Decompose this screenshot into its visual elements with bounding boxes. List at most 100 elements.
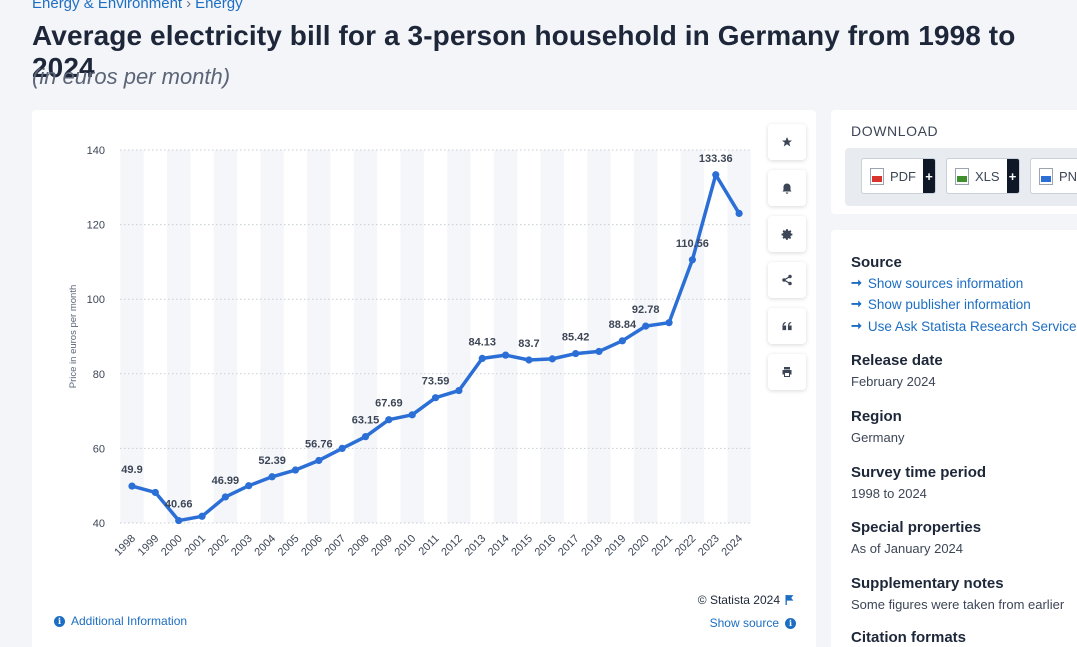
- plot-band: [540, 150, 564, 523]
- page-subtitle: (in euros per month): [32, 64, 231, 89]
- plot-band: [634, 150, 658, 523]
- plus-icon: +: [1006, 159, 1019, 193]
- breadcrumb-item-energy-environment[interactable]: Energy & Environment: [32, 0, 183, 12]
- settings-button[interactable]: [768, 216, 806, 252]
- data-point: [712, 171, 720, 179]
- data-label: 40.66: [165, 499, 193, 511]
- data-point: [595, 347, 603, 356]
- data-label: 84.13: [468, 336, 496, 348]
- favorite-button[interactable]: [768, 124, 806, 160]
- plot-band: [213, 150, 238, 523]
- data-point: [455, 386, 463, 395]
- data-label: 88.84: [609, 319, 637, 331]
- copyright: © Statista 2024: [698, 593, 794, 607]
- y-tick-label: 80: [93, 369, 105, 381]
- data-point: [385, 416, 393, 424]
- data-point: [665, 319, 673, 327]
- plot-band: [307, 150, 331, 523]
- breadcrumb-item-energy[interactable]: Energy: [195, 0, 243, 12]
- region-value: Germany: [851, 430, 905, 445]
- y-tick-label: 40: [93, 518, 105, 530]
- info-icon: i: [785, 617, 796, 629]
- data-point: [221, 493, 229, 501]
- additional-information-link[interactable]: i Additional Information: [54, 614, 187, 628]
- x-tick-label: 2014: [486, 533, 512, 559]
- x-tick-label: 2001: [182, 533, 208, 559]
- pdf-file-icon: [870, 167, 884, 185]
- data-label: 92.78: [632, 304, 660, 316]
- x-tick-label: 2010: [393, 533, 419, 559]
- cite-button[interactable]: [768, 308, 806, 344]
- notification-button[interactable]: [768, 170, 806, 206]
- x-tick-label: 2015: [509, 533, 535, 559]
- data-label: 85.42: [562, 332, 590, 344]
- plot-band: [260, 150, 284, 523]
- data-point: [291, 466, 300, 474]
- info-card: Source ➞ Show sources information ➞ Show p…: [831, 230, 1077, 647]
- show-sources-link[interactable]: ➞ Show sources information: [851, 275, 1023, 291]
- data-label: 67.69: [375, 398, 403, 410]
- x-tick-label: 2024: [719, 533, 745, 559]
- quote-icon: [781, 321, 792, 331]
- data-point: [408, 411, 416, 419]
- line-chart: 40 60 80 100 120 140 Price in euros per month 1…: [68, 145, 752, 559]
- print-icon: [782, 367, 792, 377]
- download-png-button[interactable]: PNG: [1030, 158, 1077, 194]
- copyright-text: © Statista 2024: [697, 593, 780, 607]
- print-button[interactable]: [768, 354, 806, 390]
- share-icon: [782, 274, 792, 286]
- data-label: 46.99: [212, 475, 240, 487]
- x-tick-label: 2003: [229, 533, 255, 559]
- png-file-icon: [1039, 167, 1053, 185]
- x-tick-label: 2018: [579, 533, 605, 559]
- breadcrumb-separator: ›: [186, 0, 192, 12]
- data-label: 83.7: [518, 338, 539, 350]
- data-label: 56.76: [305, 438, 333, 450]
- star-icon: [782, 137, 792, 147]
- special-properties-value: As of January 2024: [851, 541, 964, 556]
- data-point: [175, 516, 183, 525]
- download-xls-label: XLS: [975, 168, 1000, 184]
- data-label: 52.39: [258, 455, 286, 467]
- release-date-heading: Release date: [851, 352, 943, 369]
- ask-statista-link[interactable]: ➞ Use Ask Statista Research Service: [851, 318, 1077, 334]
- x-tick-label: 2004: [252, 533, 278, 559]
- breadcrumb: Energy & Environment › Energy: [32, 0, 243, 12]
- data-label: 73.59: [422, 376, 450, 388]
- data-point: [151, 488, 159, 497]
- x-tick-label: 2007: [322, 533, 348, 559]
- ask-statista-label: Use Ask Statista Research Service: [867, 318, 1077, 334]
- region-heading: Region: [851, 408, 902, 425]
- download-pdf-button[interactable]: PDF +: [861, 158, 936, 194]
- source-heading: Source: [851, 254, 902, 271]
- download-xls-button[interactable]: XLS +: [946, 158, 1020, 194]
- data-label: 63.15: [352, 415, 380, 427]
- x-tick-label: 2009: [369, 533, 395, 559]
- show-publisher-link[interactable]: ➞ Show publisher information: [851, 296, 1031, 312]
- share-button[interactable]: [768, 262, 806, 298]
- data-point: [245, 482, 253, 490]
- x-tick-label: 2006: [299, 533, 325, 559]
- plot-band: [727, 150, 751, 523]
- chart-toolbar: [768, 124, 806, 400]
- plot-band: [353, 150, 378, 523]
- y-axis-label: Price in euros per month: [68, 285, 79, 389]
- data-point: [548, 355, 556, 363]
- download-card: DOWNLOAD PDF + XLS + PNG: [831, 110, 1077, 214]
- supplementary-notes-value: Some figures were taken from earlier: [851, 597, 1065, 612]
- xls-file-icon: [955, 167, 969, 185]
- arrow-right-icon: ➞: [851, 275, 862, 290]
- data-point: [572, 349, 580, 358]
- flag-icon[interactable]: [785, 595, 794, 605]
- chart-card: 40 60 80 100 120 140 Price in euros per month 1…: [32, 110, 816, 647]
- y-tick-label: 120: [87, 220, 105, 232]
- release-date-value: February 2024: [851, 374, 936, 389]
- show-source-link[interactable]: Show source i: [710, 616, 796, 630]
- show-sources-label: Show sources information: [867, 275, 1024, 291]
- data-point: [128, 482, 136, 490]
- additional-information-label: Additional Information: [71, 614, 188, 628]
- plot-band: [447, 150, 471, 523]
- y-tick-label: 100: [87, 294, 105, 306]
- survey-period-heading: Survey time period: [851, 464, 987, 481]
- plot-band: [120, 150, 144, 523]
